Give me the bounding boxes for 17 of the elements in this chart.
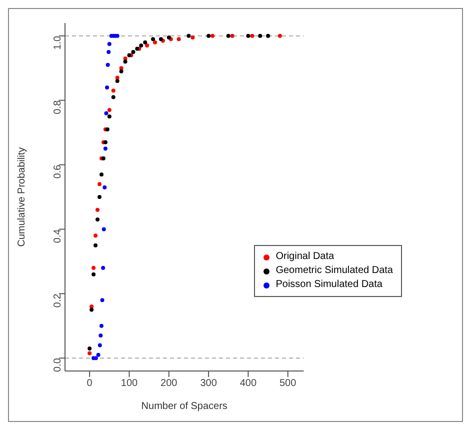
legend-label: Geometric Simulated Data [276,264,393,278]
x-tick-label: 400 [240,378,257,390]
y-axis-title: Cumulative Probability [16,147,28,247]
legend-label: Original Data [276,250,334,264]
y-tick-label: 0.0 [52,358,64,372]
y-tick-label: 0.8 [52,100,64,114]
legend-label: Poisson Simulated Data [276,278,382,292]
y-tick-label: 0.4 [52,228,64,244]
y-tick-label: 1.0 [52,35,64,50]
x-tick-label: 200 [160,378,178,390]
x-tick-label: 500 [280,378,297,390]
x-tick-label: 300 [200,378,218,390]
y-tick-label: 0.6 [52,164,64,179]
x-tick-label: 0 [86,378,93,390]
x-axis-title: Number of Spacers [141,401,228,412]
y-tick-label: 0.2 [52,293,64,308]
x-tick-label: 100 [120,378,138,390]
